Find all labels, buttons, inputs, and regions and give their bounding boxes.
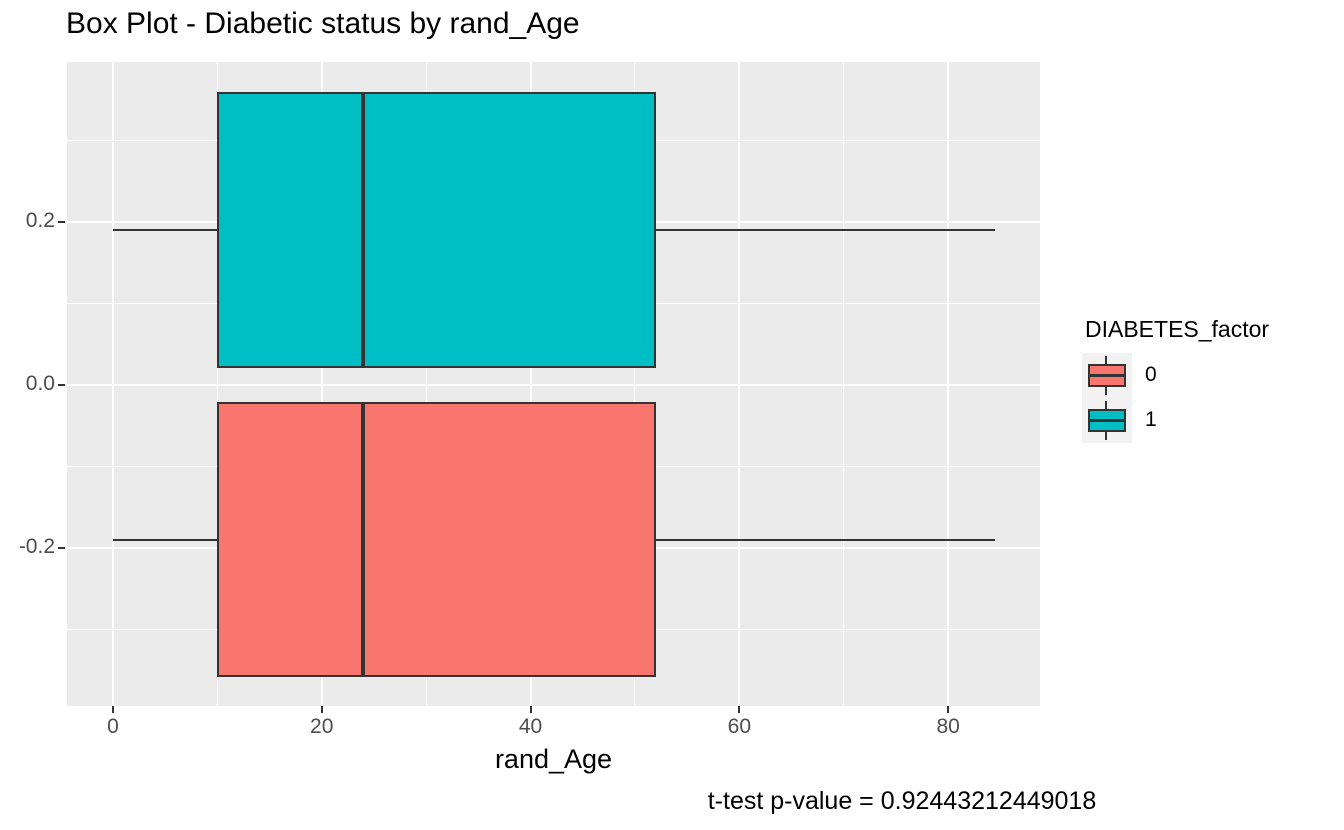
box-iqr — [217, 401, 656, 678]
x-axis-title: rand_Age — [494, 744, 613, 774]
x-tick-label: 0 — [107, 715, 119, 738]
whisker-upper — [655, 538, 996, 541]
legend-glyph-median — [1090, 374, 1124, 377]
legend-glyph-whisker-top — [1105, 401, 1107, 409]
plot-panel — [67, 62, 1040, 706]
y-tick-label: -0.2 — [18, 534, 55, 558]
median-line — [361, 94, 366, 366]
y-tick-label: 0.2 — [25, 208, 55, 232]
x-axis-tick — [529, 706, 532, 713]
whisker-upper — [655, 228, 996, 231]
legend-title: DIABETES_factor — [1085, 316, 1270, 342]
whisker-lower — [112, 538, 218, 541]
x-axis-tick — [111, 706, 114, 713]
x-tick-label: 80 — [936, 715, 960, 738]
x-axis-tick — [738, 706, 741, 713]
legend-glyph-whisker-bottom — [1105, 387, 1107, 395]
y-tick-label: 0.0 — [25, 371, 55, 395]
x-tick-label: 60 — [727, 715, 751, 738]
legend-glyph-median — [1090, 419, 1124, 422]
plot-title: Box Plot - Diabetic status by rand_Age — [66, 7, 580, 40]
legend-label: 1 — [1145, 408, 1157, 431]
caption-ttest-pvalue: t-test p-value = 0.92443212449018 — [707, 787, 1097, 815]
y-axis-tick — [58, 383, 65, 386]
y-axis-tick — [58, 220, 65, 223]
median-line — [361, 403, 366, 676]
x-tick-label: 40 — [518, 715, 543, 738]
legend-glyph-whisker-top — [1105, 356, 1107, 364]
x-axis-tick — [320, 706, 323, 713]
x-axis-tick — [947, 706, 950, 713]
legend-label: 0 — [1145, 363, 1157, 386]
box-iqr — [217, 92, 656, 368]
legend-glyph-whisker-bottom — [1105, 432, 1107, 440]
gridline-major-horizontal — [67, 383, 1040, 386]
whisker-lower — [112, 228, 218, 231]
x-tick-label: 20 — [310, 715, 334, 738]
y-axis-tick — [58, 546, 65, 549]
